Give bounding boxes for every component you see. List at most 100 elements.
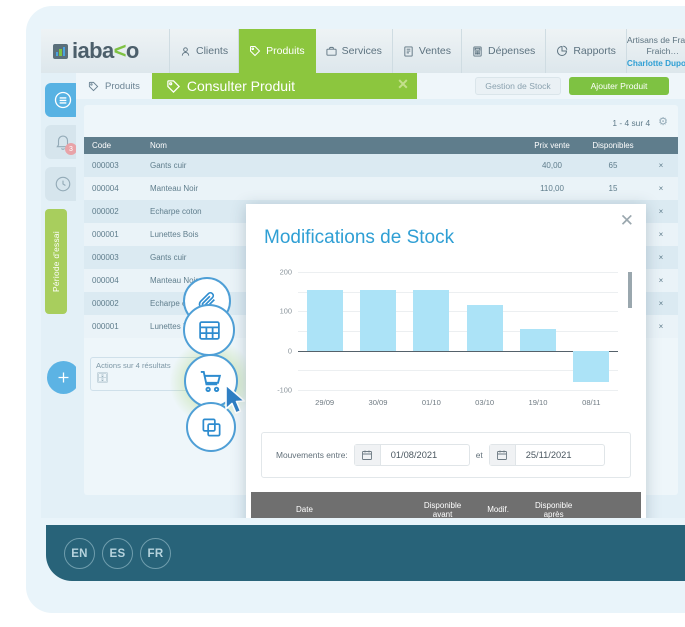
date-from-field[interactable]: 01/08/2021 <box>353 444 470 466</box>
tab-label-produits: Produits <box>105 80 140 92</box>
nav-item-depenses[interactable]: Dépenses <box>462 29 547 73</box>
chart-gridline <box>298 390 618 391</box>
nav-item-services[interactable]: Services <box>316 29 393 73</box>
chart-y-tick-label: 200 <box>279 267 292 277</box>
chart-y-tick-label: 0 <box>287 346 292 356</box>
floating-duplicate-button[interactable] <box>186 402 236 452</box>
trial-period-label: Période d'essai <box>51 231 61 292</box>
plus-icon <box>58 372 69 383</box>
company-name-line1: Artisans de France - M… <box>626 35 685 45</box>
mcol-view <box>611 492 641 518</box>
gestion-de-stock-button[interactable]: Gestion de Stock <box>475 77 561 95</box>
nav-item-clients[interactable]: Clients <box>170 29 240 73</box>
tab-bar: Produits Consulter Produit ✕ Gestion de … <box>76 73 685 99</box>
col-prix-vente[interactable]: Prix vente <box>522 137 582 154</box>
movements-header-row: Date Disponible avant Modif. Disponible ap… <box>251 492 641 518</box>
nav-label-depenses: Dépenses <box>488 45 536 57</box>
mcol-date[interactable]: Date <box>286 492 411 518</box>
row-delete-icon[interactable]: × <box>644 154 678 177</box>
cell-code: 000003 <box>84 154 142 177</box>
col-disponibles[interactable]: Disponibles <box>582 137 644 154</box>
mcol-modif[interactable]: Modif. <box>474 492 522 518</box>
tag-icon <box>250 46 261 57</box>
chart-bar[interactable] <box>360 289 396 351</box>
user-account-link[interactable]: Charlotte Dupont Admin ▾ <box>626 59 685 69</box>
user-account-box[interactable]: Artisans de France - M… Fraich… Charlott… <box>627 29 685 73</box>
chart-x-tick-label: 30/09 <box>368 398 388 407</box>
sidebar-menu-button[interactable] <box>45 83 81 117</box>
row-delete-icon[interactable]: × <box>644 315 678 338</box>
copy-duplicate-icon <box>201 417 221 437</box>
chart-y-tick-label: -100 <box>277 385 292 395</box>
cell-code: 000001 <box>84 223 142 246</box>
cell-code: 000004 <box>84 269 142 292</box>
floating-grid-button[interactable] <box>183 304 235 356</box>
mcol-disponible-apres: Disponible après <box>521 492 586 518</box>
row-delete-icon[interactable]: × <box>644 223 678 246</box>
cell-code: 000002 <box>84 200 142 223</box>
chart-scrollbar[interactable] <box>628 272 632 308</box>
bulk-actions-label: Actions sur 4 résultats <box>96 361 171 370</box>
date-to-field[interactable]: 25/11/2021 <box>488 444 605 466</box>
sidebar-add-button[interactable] <box>47 361 80 394</box>
mcol-doc <box>585 492 612 518</box>
nav-item-produits[interactable]: Produits <box>239 29 316 73</box>
cell-prix: 40,00 <box>522 154 582 177</box>
row-delete-icon[interactable]: × <box>644 246 678 269</box>
gear-icon[interactable]: ⚙ <box>658 116 668 128</box>
date-to-value[interactable]: 25/11/2021 <box>525 450 572 460</box>
row-delete-icon[interactable]: × <box>644 269 678 292</box>
language-en[interactable]: EN <box>64 538 95 569</box>
col-code[interactable]: Code <box>84 137 142 154</box>
chart-bar[interactable] <box>306 289 343 351</box>
row-delete-icon[interactable]: × <box>644 200 678 223</box>
cell-name: Gants cuir <box>142 154 292 177</box>
sidebar-history-button[interactable] <box>45 167 81 201</box>
chart-plot-area: 200 100 0 -100 29/09 30/09 01/10 03/10 19/10 08/1… <box>277 268 618 407</box>
cell-spacer <box>292 177 522 200</box>
chart-bar[interactable] <box>520 329 556 351</box>
language-switcher[interactable]: EN ES FR <box>64 538 171 569</box>
app-logo[interactable]: iaba<o <box>41 29 170 73</box>
chart-x-tick-label: 08/11 <box>582 398 601 407</box>
briefcase-icon <box>326 46 337 56</box>
calendar-icon[interactable] <box>354 445 381 465</box>
language-fr[interactable]: FR <box>140 538 171 569</box>
nav-label-services: Services <box>341 45 382 57</box>
date-from-value[interactable]: 01/08/2021 <box>390 450 438 460</box>
tab-produits[interactable]: Produits <box>76 73 152 99</box>
cell-code: 000002 <box>84 292 142 315</box>
mcol-type <box>251 492 287 518</box>
tab-close-icon[interactable]: ✕ <box>397 76 409 92</box>
col-nom[interactable]: Nom <box>142 137 292 154</box>
chart-bar[interactable] <box>413 289 450 351</box>
row-delete-icon[interactable]: × <box>644 177 678 200</box>
calendar-icon[interactable] <box>489 445 516 465</box>
ajouter-produit-button[interactable]: Ajouter Produit <box>569 77 669 95</box>
chart-bar[interactable] <box>466 305 503 351</box>
sidebar-notifications-button[interactable]: 3 <box>45 125 81 159</box>
chart-gridline <box>298 272 618 273</box>
language-es[interactable]: ES <box>102 538 133 569</box>
nav-item-ventes[interactable]: Ventes <box>393 29 463 73</box>
cell-dispo: 15 <box>582 177 644 200</box>
export-icon[interactable]: 🗄 <box>96 373 109 384</box>
chart-bar[interactable] <box>573 350 610 383</box>
user-icon <box>181 46 190 56</box>
main-navigation-bar: iaba<o Clients Produits Services <box>41 29 685 73</box>
nav-item-rapports[interactable]: Rapports <box>546 29 627 73</box>
row-delete-icon[interactable]: × <box>644 292 678 315</box>
shopping-cart-icon <box>200 370 221 392</box>
calculator-icon <box>473 45 482 57</box>
stock-movements-table: Date Disponible avant Modif. Disponible ap… <box>251 492 641 518</box>
chart-gridline <box>298 331 618 332</box>
chart-gridline <box>298 370 618 372</box>
col-spacer <box>292 137 522 154</box>
chart-gridline <box>298 291 618 293</box>
tab-consulter-produit[interactable]: Consulter Produit ✕ <box>151 73 417 99</box>
trial-period-tab[interactable]: Période d'essai <box>45 209 67 314</box>
modal-close-icon[interactable]: ✕ <box>619 211 634 230</box>
